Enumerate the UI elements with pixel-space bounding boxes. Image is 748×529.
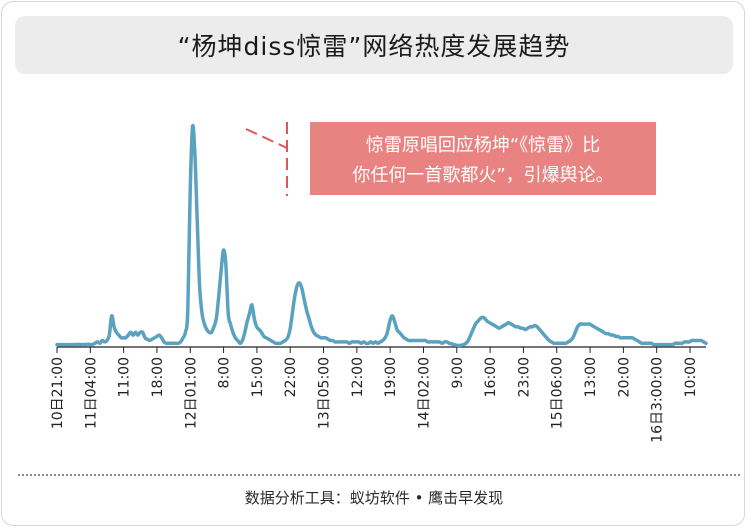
annotation-line-2: 你任何一首歌都火”，引爆舆论。 (352, 165, 613, 186)
series-line (55, 123, 708, 348)
x-tick-label: 20:00 (616, 357, 632, 397)
x-tick-label: 12:00 (350, 357, 366, 397)
x-tick-label: 19:00 (383, 357, 399, 397)
x-tick-label: 16日3:00:00 (650, 357, 666, 443)
footer-divider (18, 474, 740, 476)
x-tick-label: 9:00 (450, 357, 466, 388)
annotation-box (310, 122, 656, 195)
x-tick-label: 12日01:00 (183, 357, 199, 429)
x-tick-label: 15日06:00 (550, 357, 566, 429)
x-tick-label: 13:00 (583, 357, 599, 397)
x-tick-label: 16:00 (483, 357, 499, 397)
x-tick-label: 18:00 (150, 357, 166, 397)
x-tick-label: 23:00 (516, 357, 532, 397)
x-tick-label: 10日21:00 (50, 357, 66, 429)
x-tick-label: 10:00 (683, 357, 699, 397)
x-tick-label: 14日02:00 (416, 357, 432, 429)
x-tick-label: 11日04:00 (83, 357, 99, 429)
x-tick-label: 22:00 (283, 357, 299, 397)
data-source-note: 数据分析工具：蚁坊软件 • 鹰击早发现 (244, 489, 504, 507)
x-axis-ticks (56, 347, 691, 353)
x-tick-label: 8:00 (217, 357, 233, 388)
x-axis-tick-labels: 10日21:00 11日04:00 11:00 18:00 12日01:00 8:00 15… (50, 357, 699, 443)
annotation-line-1: 惊雷原唱回应杨坤“《惊雷》比 (366, 135, 600, 156)
x-tick-label: 11:00 (117, 357, 133, 397)
x-tick-label: 15:00 (250, 357, 266, 397)
x-tick-label: 13日05:00 (317, 357, 333, 429)
annotation-leader-1 (245, 128, 288, 149)
chart-title: “杨坤diss惊雷”网络热度发展趋势 (177, 32, 571, 61)
title-bar: “杨坤diss惊雷”网络热度发展趋势 (15, 16, 733, 74)
